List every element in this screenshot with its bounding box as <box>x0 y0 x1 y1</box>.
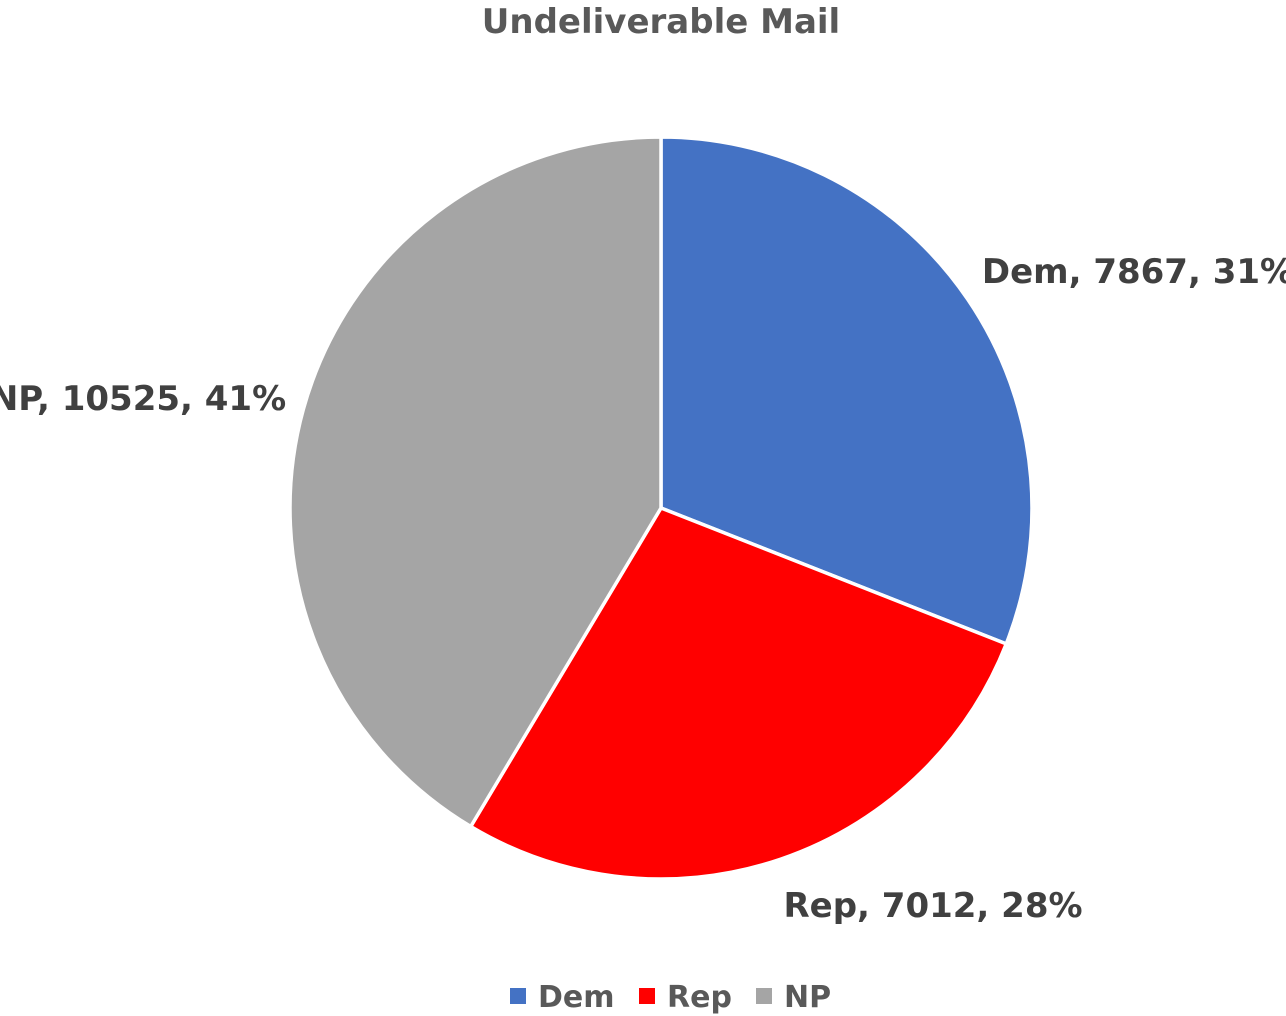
legend-swatch-dem <box>510 988 526 1004</box>
data-label-np: NP, 10525, 41% <box>0 379 286 419</box>
pie-slice-rep <box>469 506 1008 881</box>
legend-swatch-np <box>756 988 772 1004</box>
legend-label-rep: Rep <box>667 980 732 1015</box>
legend-swatch-rep <box>639 988 655 1004</box>
data-labels: Dem, 7867, 31% Rep, 7012, 28% NP, 10525,… <box>0 252 1286 926</box>
data-label-dem: Dem, 7867, 31% <box>982 252 1286 292</box>
pie-slice-np <box>288 135 663 829</box>
data-label-rep: Rep, 7012, 28% <box>783 886 1082 926</box>
chart-title: Undeliverable Mail <box>482 2 840 42</box>
legend-label-dem: Dem <box>538 980 615 1015</box>
pie-slices <box>288 135 1034 881</box>
legend: Dem Rep NP <box>510 980 831 1015</box>
legend-label-np: NP <box>784 980 831 1015</box>
pie-slice-dem <box>659 135 1034 646</box>
